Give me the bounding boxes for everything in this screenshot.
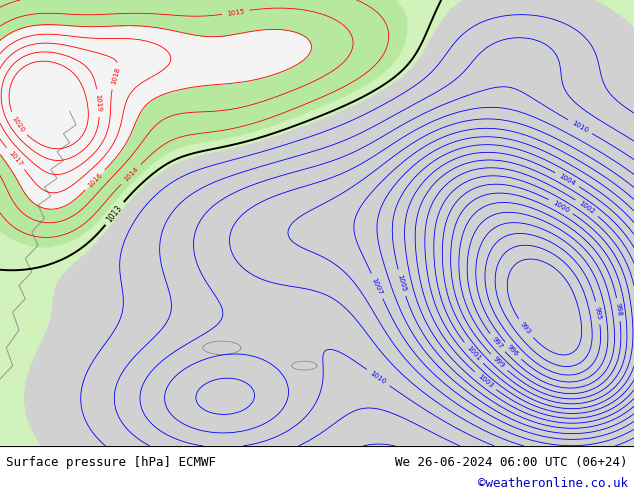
Text: 1003: 1003 xyxy=(476,373,494,389)
Text: 1018: 1018 xyxy=(110,67,121,85)
Text: 1013: 1013 xyxy=(105,203,124,224)
Text: 999: 999 xyxy=(492,356,506,369)
Text: 998: 998 xyxy=(614,302,623,317)
Text: 1004: 1004 xyxy=(558,172,576,187)
Text: 1000: 1000 xyxy=(552,199,570,214)
Text: 995: 995 xyxy=(594,306,602,320)
Text: 997: 997 xyxy=(491,336,504,350)
Text: 996: 996 xyxy=(507,344,520,358)
Text: 1007: 1007 xyxy=(371,277,384,295)
Text: 1016: 1016 xyxy=(86,172,103,189)
Text: 1002: 1002 xyxy=(578,200,596,216)
Text: We 26-06-2024 06:00 UTC (06+24): We 26-06-2024 06:00 UTC (06+24) xyxy=(395,456,628,469)
Text: 1010: 1010 xyxy=(369,370,387,385)
Text: ©weatheronline.co.uk: ©weatheronline.co.uk xyxy=(477,477,628,490)
Text: 1014: 1014 xyxy=(122,166,139,183)
Text: 1010: 1010 xyxy=(571,120,589,134)
Text: 1015: 1015 xyxy=(226,8,245,17)
Text: 1001: 1001 xyxy=(465,344,482,362)
Text: 993: 993 xyxy=(519,321,532,336)
Text: 1020: 1020 xyxy=(10,115,25,133)
Text: Surface pressure [hPa] ECMWF: Surface pressure [hPa] ECMWF xyxy=(6,456,216,469)
Text: 1005: 1005 xyxy=(396,273,407,292)
Text: 1017: 1017 xyxy=(8,150,23,168)
Text: 1019: 1019 xyxy=(94,94,102,112)
